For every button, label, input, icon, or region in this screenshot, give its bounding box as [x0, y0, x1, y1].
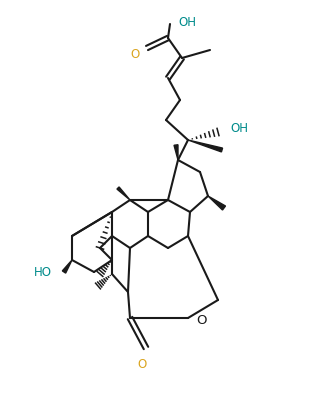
Polygon shape — [117, 187, 130, 200]
Polygon shape — [208, 196, 225, 210]
Text: OH: OH — [178, 16, 196, 29]
Text: HO: HO — [34, 265, 52, 279]
Text: O: O — [137, 358, 147, 371]
Polygon shape — [188, 140, 223, 152]
Polygon shape — [62, 260, 72, 273]
Text: O: O — [131, 47, 140, 61]
Polygon shape — [174, 145, 178, 160]
Text: OH: OH — [230, 121, 248, 135]
Text: O: O — [196, 314, 206, 326]
